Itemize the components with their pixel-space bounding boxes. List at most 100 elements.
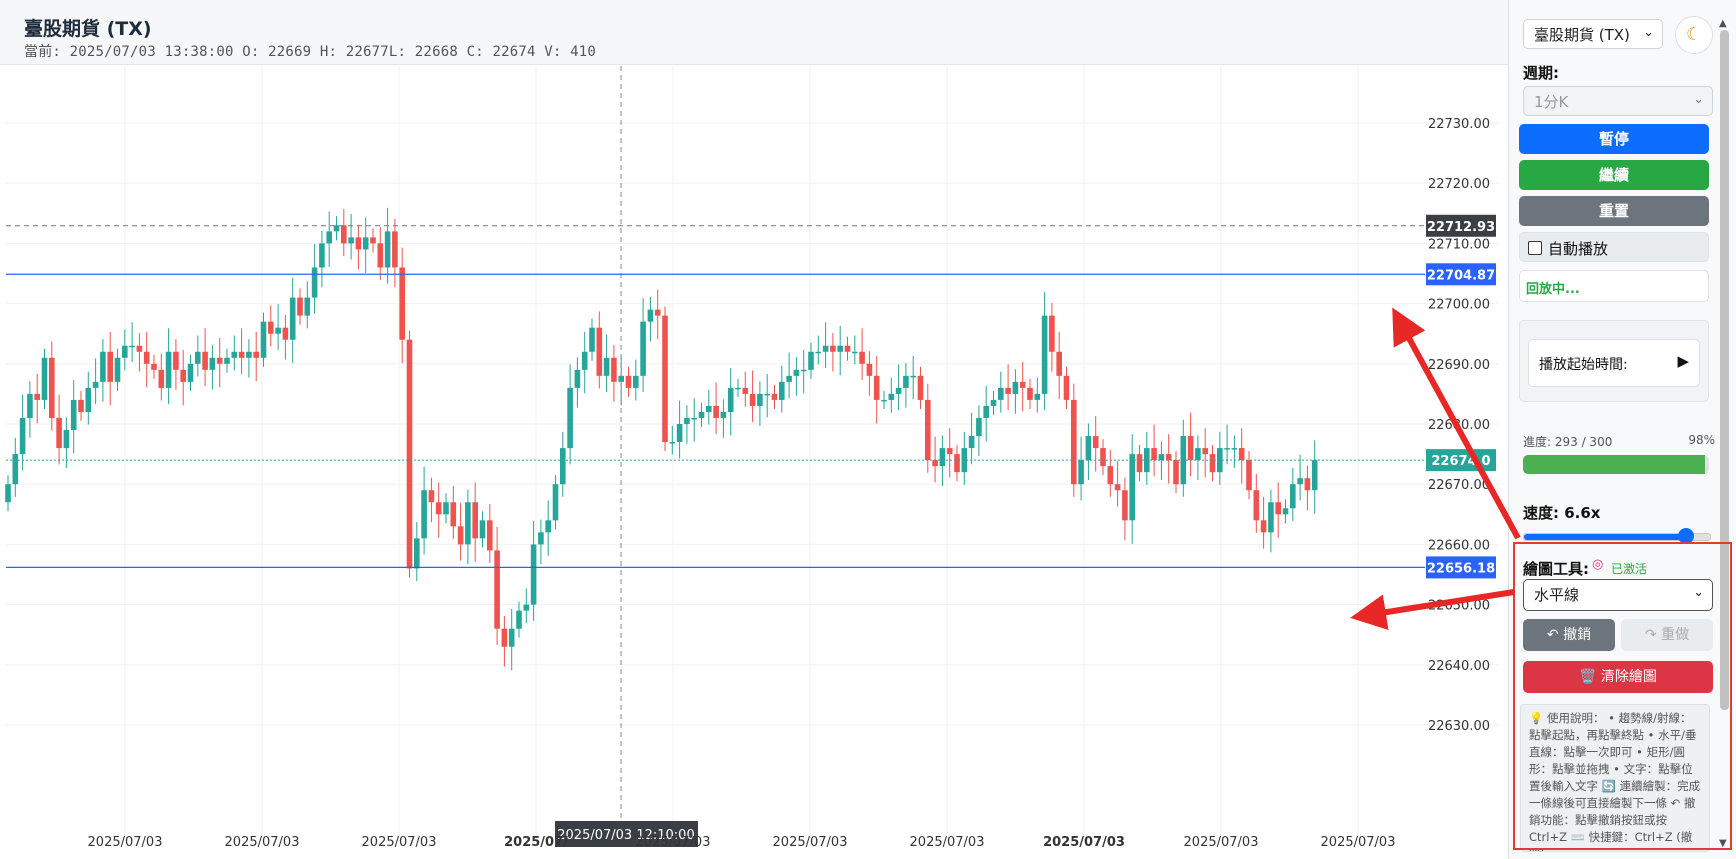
candle-body[interactable] [844,345,851,352]
candle-body[interactable] [640,321,646,376]
candle-body[interactable] [903,375,909,388]
candle-body[interactable] [581,351,588,370]
candle-body[interactable] [961,448,968,473]
candle-body[interactable] [793,369,800,376]
candle-body[interactable] [260,321,267,358]
candle-body[interactable] [691,417,697,420]
candle-body[interactable] [1056,351,1062,376]
candle-body[interactable] [800,369,807,372]
candle-body[interactable] [450,502,457,527]
candle-body[interactable] [457,526,464,545]
candle-body[interactable] [289,297,296,340]
candle-body[interactable] [100,351,106,382]
candle-body[interactable] [523,604,530,611]
candle-body[interactable] [713,405,719,418]
candle-body[interactable] [822,345,829,352]
candle-body[interactable] [1005,387,1011,394]
candle-body[interactable] [282,327,289,340]
candle-body[interactable] [1107,466,1114,485]
candle-body[interactable] [742,387,749,394]
candle-body[interactable] [78,399,84,412]
candle-body[interactable] [399,267,405,340]
candle-body[interactable] [1049,315,1055,352]
candle-body[interactable] [1034,393,1041,400]
candle-body[interactable] [297,297,303,316]
candle-body[interactable] [34,393,40,400]
candle-body[interactable] [27,393,33,418]
candle-body[interactable] [1290,484,1296,509]
candle-body[interactable] [830,345,836,352]
candle-body[interactable] [1071,399,1077,485]
candle-body[interactable] [837,345,843,352]
candle-body[interactable] [917,375,924,400]
candle-body[interactable] [727,387,734,412]
candle-body[interactable] [1238,448,1245,461]
candle-body[interactable] [596,327,603,376]
candle-body[interactable] [1136,454,1143,473]
candle-body[interactable] [1122,490,1128,521]
candle-body[interactable] [1224,448,1230,450]
candle-body[interactable] [925,399,931,461]
candle-body[interactable] [406,339,413,569]
candle-body[interactable] [786,375,792,382]
candle-body[interactable] [392,231,398,268]
candle-body[interactable] [195,351,201,364]
candle-body[interactable] [465,502,471,545]
candle-body[interactable] [501,628,508,647]
candle-body[interactable] [180,369,186,382]
candle-body[interactable] [472,502,478,539]
candle-body[interactable] [56,417,62,449]
candle-body[interactable] [202,351,208,370]
candle-body[interactable] [545,520,551,533]
candle-body[interactable] [1158,454,1165,461]
candle-body[interactable] [881,399,887,402]
play-icon[interactable]: ▶ [1677,352,1689,370]
candle-body[interactable] [1173,460,1179,485]
candle-body[interactable] [209,357,216,370]
candle-body[interactable] [859,351,865,364]
clear-drawings-button[interactable]: 🗑️ 清除繪圖 [1523,661,1713,693]
draw-type-select[interactable]: 水平線 ⌄ [1523,579,1713,611]
candle-body[interactable] [253,351,259,358]
candle-body[interactable] [1195,448,1201,461]
candle-body[interactable] [676,424,683,443]
candle-body[interactable] [187,363,194,382]
candle-body[interactable] [552,484,559,521]
candle-body[interactable] [1187,436,1194,461]
candle-body[interactable] [866,363,873,376]
candle-body[interactable] [990,399,997,406]
candle-body[interactable] [888,393,895,400]
candle-body[interactable] [954,454,960,473]
scroll-down-icon[interactable]: ▼ [1719,838,1727,849]
candle-body[interactable] [698,411,705,418]
candle-body[interactable] [107,351,113,382]
speed-slider[interactable] [1523,528,1711,544]
candle-body[interactable] [932,460,938,467]
candle-body[interactable] [319,243,325,268]
undo-button[interactable]: ↶ 撤銷 [1523,619,1615,651]
candle-body[interactable] [5,484,11,503]
candle-body[interactable] [1151,448,1157,461]
candle-body[interactable] [1165,454,1172,461]
candle-body[interactable] [1268,502,1274,533]
candle-body[interactable] [1078,460,1084,485]
candle-body[interactable] [815,351,822,354]
candle-body[interactable] [808,351,814,370]
redo-button[interactable]: ↷ 重做 [1621,619,1713,651]
candle-body[interactable] [560,448,566,485]
candle-body[interactable] [333,225,340,232]
candle-body[interactable] [92,381,99,388]
candle-body[interactable] [479,520,486,539]
candle-body[interactable] [158,369,165,388]
candle-body[interactable] [735,387,741,390]
candle-body[interactable] [1129,454,1135,521]
candle-body[interactable] [246,351,252,358]
candle-body[interactable] [779,381,785,400]
candle-body[interactable] [348,237,354,244]
candle-body[interactable] [968,436,975,449]
candle-body[interactable] [1209,454,1216,473]
candle-body[interactable] [603,357,610,376]
pause-button[interactable]: 暫停 [1519,124,1709,154]
candle-body[interactable] [1275,502,1281,515]
scroll-up-icon[interactable]: ▲ [1719,18,1727,29]
